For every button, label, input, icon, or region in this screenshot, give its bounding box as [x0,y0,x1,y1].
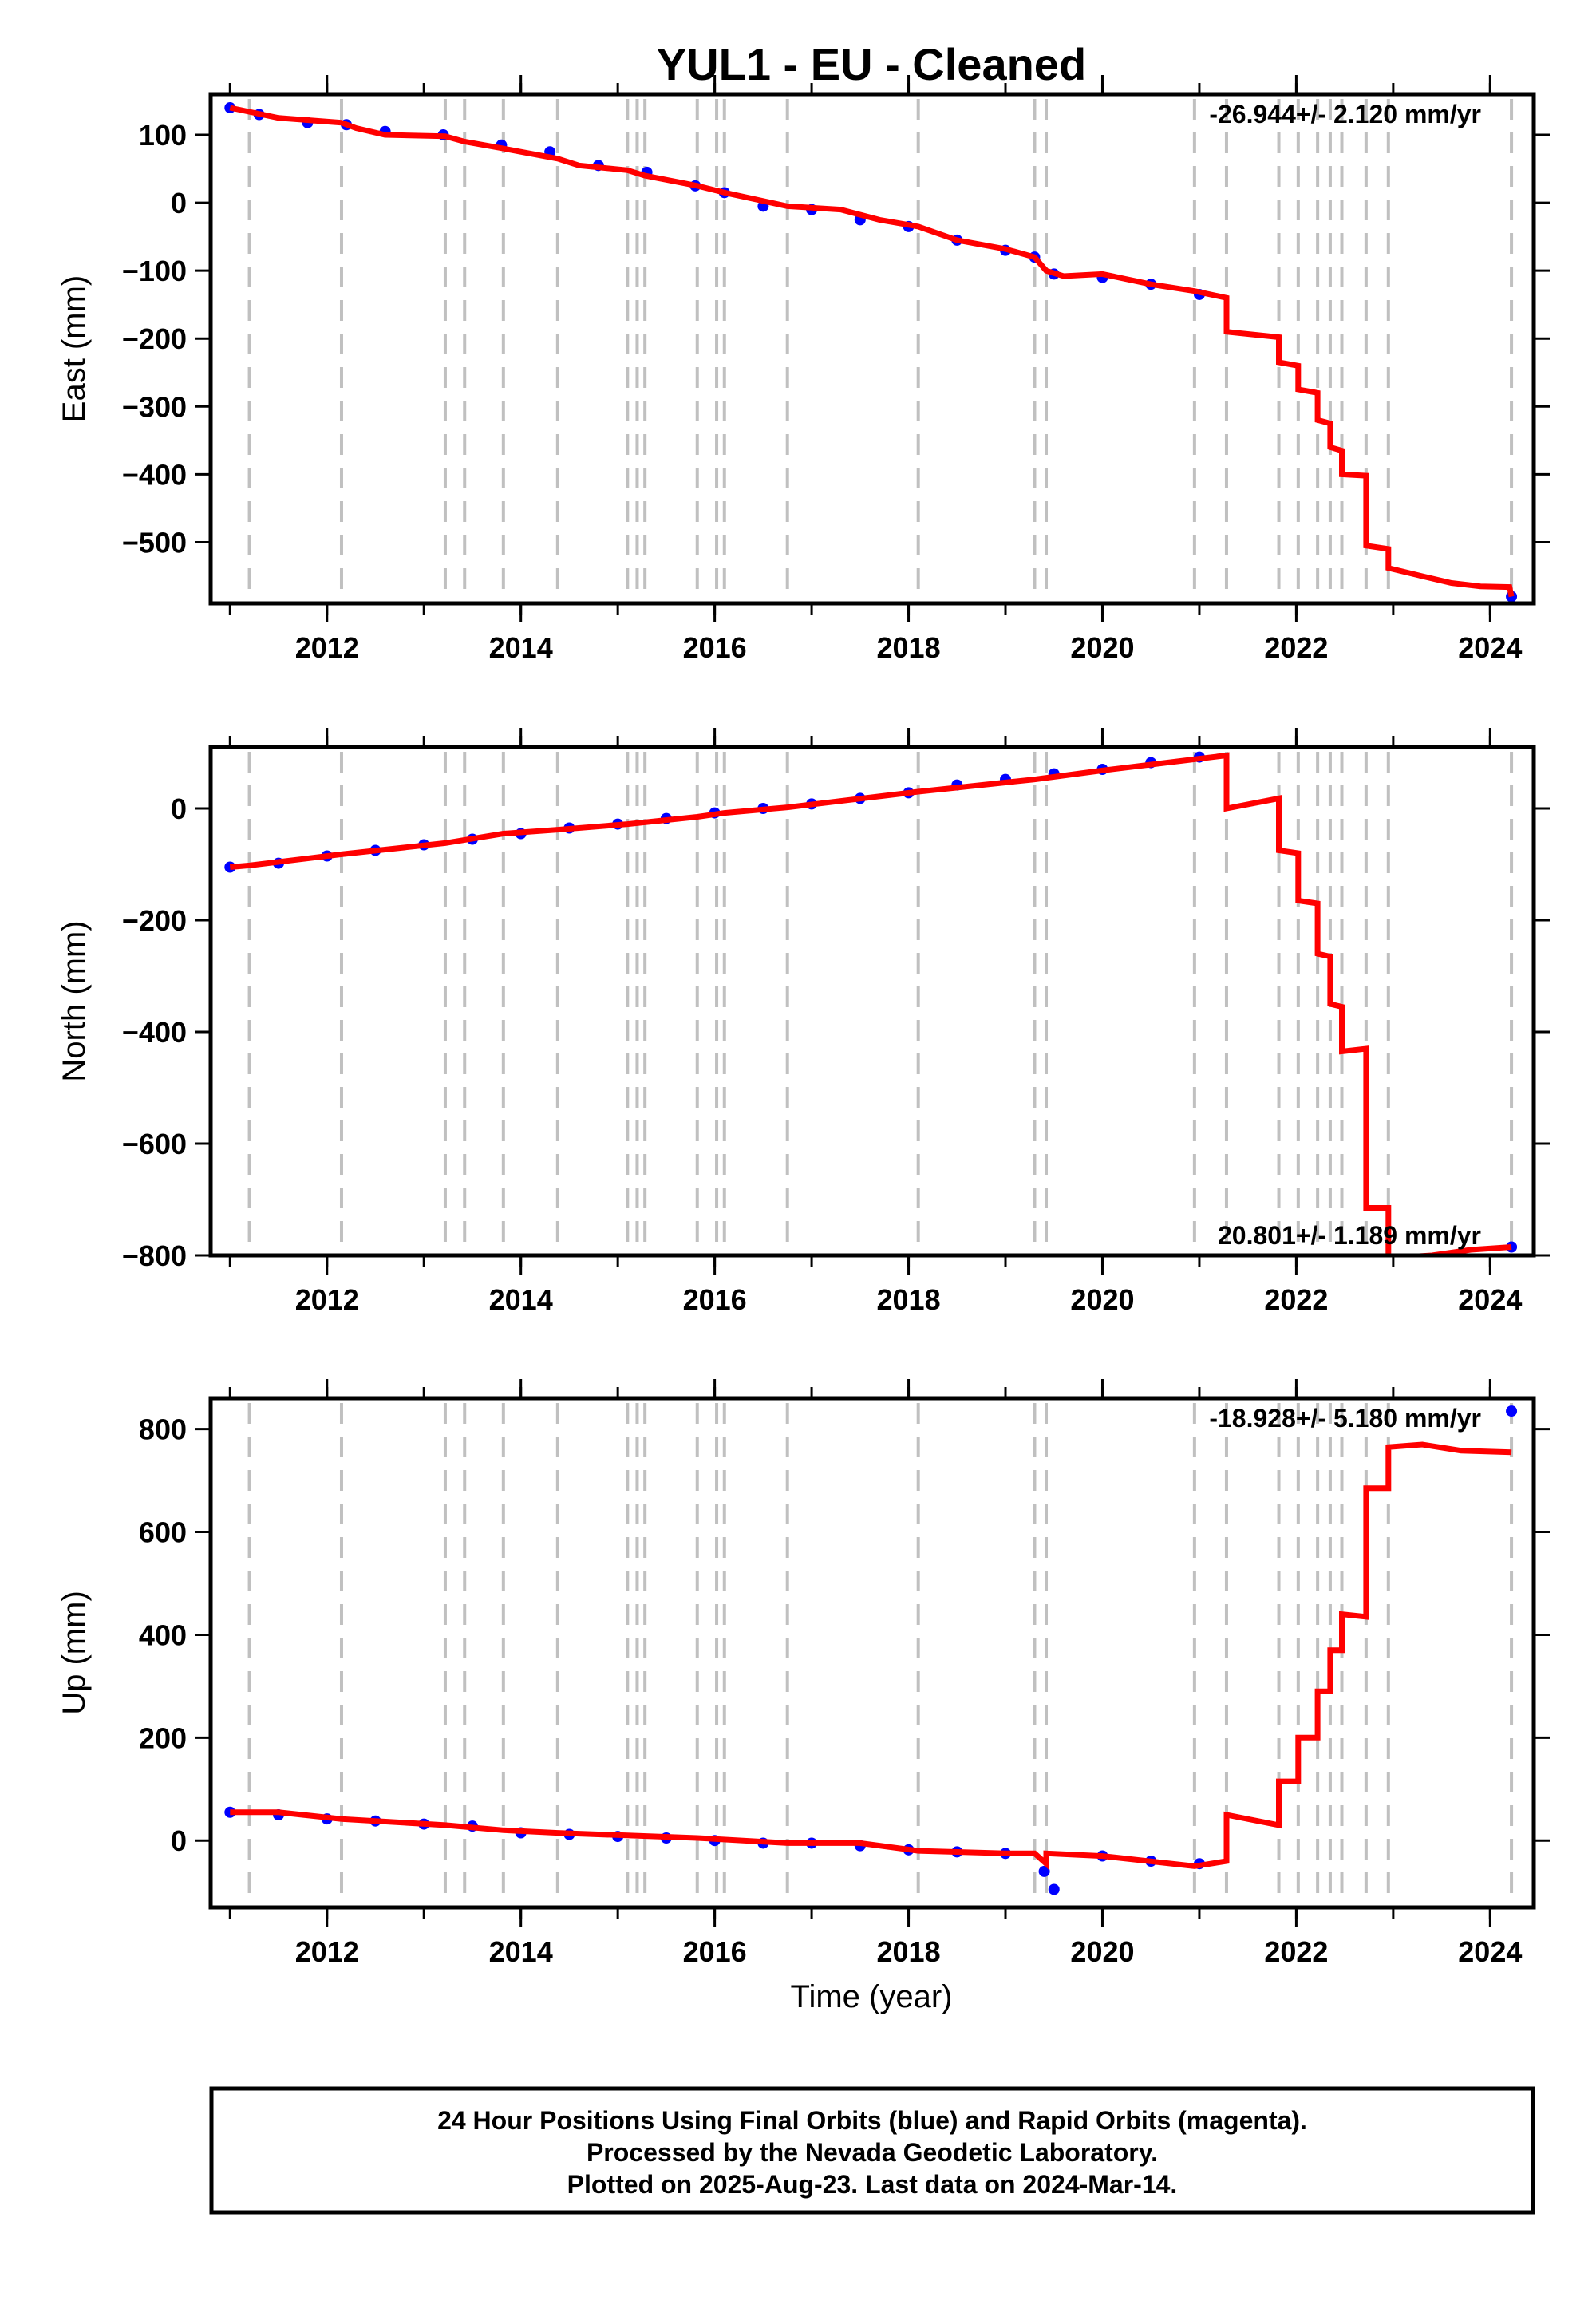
y-tick-label: −600 [122,1128,187,1160]
x-tick-label: 2018 [877,1283,941,1316]
x-tick-label: 2012 [295,631,359,664]
y-tick-label: −500 [122,526,187,559]
x-tick-label: 2018 [877,631,941,664]
rate-annotation: -26.944+/- 2.120 mm/yr [1209,100,1481,128]
plot-area [224,102,1518,603]
x-tick-label: 2020 [1070,1935,1134,1968]
y-tick-label: −200 [122,322,187,355]
plot-frame [208,745,1536,1258]
y-tick-label: −100 [122,255,187,287]
footer-line-2: Processed by the Nevada Geodetic Laborat… [587,2138,1158,2167]
y-tick-label: −400 [122,1016,187,1049]
footer-box: 24 Hour Positions Using Final Orbits (bl… [209,2086,1535,2215]
y-axis-label: East (mm) [57,275,92,422]
data-point [1038,1865,1050,1877]
x-tick-label: 2016 [683,1935,747,1968]
x-tick-label: 2022 [1264,631,1328,664]
x-tick-label: 2014 [489,1935,553,1968]
y-tick-label: −200 [122,904,187,937]
y-tick-label: −800 [122,1239,187,1272]
x-axis-label: Time (year) [791,1979,953,2014]
plot-area [224,751,1518,1255]
x-tick-label: 2014 [489,1283,553,1316]
y-tick-label: 600 [139,1516,187,1549]
model-line [230,1441,1512,1870]
y-tick-label: 0 [171,1824,187,1857]
rate-annotation: 20.801+/- 1.189 mm/yr [1218,1221,1481,1250]
x-tick-label: 2012 [295,1283,359,1316]
x-tick-label: 2022 [1264,1935,1328,1968]
y-tick-label: 800 [139,1413,187,1446]
x-tick-label: 2012 [295,1935,359,1968]
figure-title: YUL1 - EU - Cleaned [657,39,1086,89]
x-tick-label: 2022 [1264,1283,1328,1316]
y-tick-label: 100 [139,119,187,152]
data-point [1048,1883,1060,1895]
y-tick-label: −300 [122,390,187,423]
up-panel: 2012 2014 2016 2018 2020 2022 2024 800 600 400 200… [57,1379,1550,1968]
y-tick-label: −400 [122,458,187,491]
x-tick-label: 2020 [1070,1283,1134,1316]
plot-frame [208,1396,1536,1910]
plot-frame [208,92,1536,606]
x-tick-label: 2024 [1458,1935,1522,1968]
x-tick-label: 2024 [1458,631,1522,664]
plot-area [224,1405,1518,1895]
x-tick-label: 2014 [489,631,553,664]
y-tick-label: 0 [171,187,187,219]
footer-line-1: 24 Hour Positions Using Final Orbits (bl… [437,2106,1307,2135]
y-axis-label: North (mm) [57,920,92,1081]
x-tick-label: 2016 [683,1283,747,1316]
y-tick-label: 0 [171,792,187,825]
east-panel: 2012 2014 2016 2018 2020 2022 2024 100 0 −100 −200… [57,75,1550,664]
x-tick-label: 2018 [877,1935,941,1968]
north-panel: 2012 2014 2016 2018 2020 2022 2024 0 −200 −400 −60… [57,728,1550,1316]
footer-line-3: Plotted on 2025-Aug-23. Last data on 202… [567,2170,1178,2199]
y-tick-label: 200 [139,1721,187,1754]
data-point [1506,1405,1518,1417]
y-axis-label: Up (mm) [57,1591,92,1715]
model-line [229,105,1515,598]
x-tick-label: 2020 [1070,631,1134,664]
x-tick-label: 2024 [1458,1283,1522,1316]
x-tick-label: 2016 [683,631,747,664]
y-tick-label: 400 [139,1618,187,1651]
model-line [229,752,1512,1255]
rate-annotation: -18.928+/- 5.180 mm/yr [1209,1404,1481,1433]
